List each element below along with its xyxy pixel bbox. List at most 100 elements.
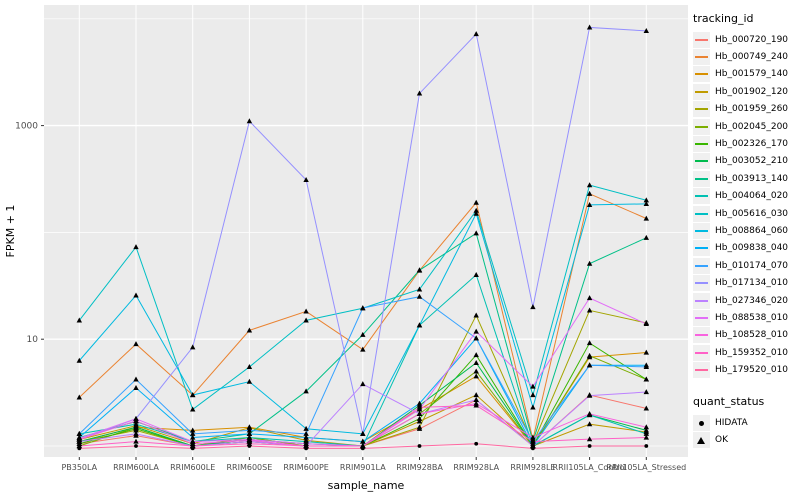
data-point-triangle: [133, 376, 139, 382]
x-tick-label: RRIM600LE: [170, 463, 215, 472]
legend-entry-label: Hb_002326_170: [715, 139, 789, 150]
data-point-triangle: [133, 438, 139, 444]
legend-entry-Hb_003913_140: Hb_003913_140: [693, 170, 799, 187]
legend-entry-label: Hb_108528_010: [715, 330, 789, 341]
legend-key-swatch: [693, 101, 710, 118]
legend-entry-label: Hb_010174_070: [715, 260, 789, 271]
data-point-triangle: [473, 402, 479, 408]
legend-entry-label: Hb_088538_010: [715, 312, 789, 323]
data-point-triangle: [303, 177, 309, 183]
legend-entry-label: Hb_000720_190: [715, 34, 789, 45]
data-point-triangle: [643, 321, 649, 327]
y-tick-label: 1000: [15, 122, 38, 132]
data-point-triangle: [303, 388, 309, 394]
legend-entry-label: Hb_159352_010: [715, 347, 789, 358]
data-point-triangle: [530, 434, 536, 440]
data-point-triangle: [133, 384, 139, 390]
data-point-triangle: [360, 381, 366, 387]
data-point-triangle: [76, 430, 82, 436]
legend-entry-label: Hb_002045_200: [715, 121, 789, 132]
data-point-triangle: [360, 331, 366, 337]
legend-key-swatch: [693, 66, 710, 83]
legend-key-swatch: [693, 153, 710, 170]
data-point-triangle: [586, 436, 593, 442]
legend-entry-label: Hb_009838_040: [715, 243, 789, 254]
data-point-triangle: [643, 200, 649, 206]
data-point-triangle: [303, 434, 309, 440]
legend-status-label: HIDATA: [715, 417, 748, 428]
legend-entry-Hb_009838_040: Hb_009838_040: [693, 240, 799, 257]
x-tick-label: RRIM928LA: [453, 463, 499, 472]
data-point-triangle: [190, 344, 196, 350]
legend-entry-label: Hb_004064_020: [715, 191, 789, 202]
data-point-triangle: [303, 317, 309, 323]
data-point-circle: [360, 446, 365, 451]
x-tick-label: RRIM600LA: [113, 463, 159, 472]
data-point-triangle: [586, 421, 593, 427]
legend-entry-label: Hb_000749_240: [715, 52, 789, 63]
data-point-triangle: [586, 24, 593, 30]
data-point-triangle: [586, 340, 593, 346]
data-point-triangle: [586, 307, 593, 313]
data-point-triangle: [133, 417, 139, 423]
data-point-triangle: [246, 378, 253, 384]
data-point-triangle: [246, 424, 253, 430]
data-point-triangle: [246, 430, 253, 436]
data-point-triangle: [586, 410, 593, 416]
data-point-triangle: [246, 364, 253, 370]
legend-status-list: HIDATA OK: [693, 414, 799, 449]
data-point-triangle: [416, 267, 423, 273]
data-point-triangle: [643, 28, 649, 34]
data-point-triangle: [530, 304, 536, 310]
data-point-triangle: [586, 190, 593, 196]
legend-entry-Hb_001959_260: Hb_001959_260: [693, 101, 799, 118]
x-tick-label: RRII105LA_Stressed: [606, 463, 686, 472]
legend-key-swatch: [693, 170, 710, 187]
data-point-triangle: [643, 424, 649, 430]
data-point-triangle: [246, 440, 253, 446]
data-point-circle: [190, 446, 195, 451]
data-point-triangle: [473, 359, 479, 365]
data-point-triangle: [190, 406, 196, 412]
data-point-triangle: [190, 427, 196, 433]
data-point-triangle: [246, 427, 253, 433]
legend-status-label: OK: [715, 434, 728, 445]
legend: tracking_id Hb_000720_190 Hb_000749_240 Hb…: [693, 12, 799, 449]
data-point-circle: [531, 446, 535, 451]
data-point-triangle: [416, 418, 423, 424]
data-point-triangle: [416, 90, 423, 96]
data-point-triangle: [473, 230, 479, 236]
legend-entry-Hb_088538_010: Hb_088538_010: [693, 309, 799, 326]
legend-entry-Hb_001579_140: Hb_001579_140: [693, 66, 799, 83]
legend-key-swatch: [693, 49, 710, 66]
data-point-triangle: [76, 443, 82, 449]
legend-entry-Hb_000749_240: Hb_000749_240: [693, 48, 799, 66]
x-tick-label: RRIM600PE: [283, 463, 329, 472]
legend-entry-Hb_179520_010: Hb_179520_010: [693, 361, 799, 379]
data-point-triangle: [303, 443, 309, 449]
data-point-triangle: [246, 327, 253, 333]
data-point-triangle: [190, 430, 196, 436]
y-axis-title: FPKM + 1: [4, 205, 17, 258]
legend-entry-Hb_027346_020: Hb_027346_020: [693, 292, 799, 309]
data-point-triangle: [303, 425, 309, 431]
data-point-triangle: [643, 427, 649, 433]
x-tick-label: PB350LA: [61, 463, 97, 472]
legend-entry-Hb_002045_200: Hb_002045_200: [693, 118, 799, 135]
legend-entry-Hb_003052_210: Hb_003052_210: [693, 153, 799, 170]
legend-key-swatch: [693, 31, 710, 48]
data-point-triangle: [133, 421, 139, 427]
data-point-triangle: [416, 415, 423, 421]
data-point-triangle: [246, 437, 253, 443]
legend-entry-Hb_008864_060: Hb_008864_060: [693, 222, 799, 239]
x-tick-label: RRIM928BA: [396, 463, 443, 472]
data-point-triangle: [360, 430, 366, 436]
x-axis-title: sample_name: [328, 479, 405, 492]
legend-key-swatch: [693, 205, 710, 222]
legend-entry-Hb_000720_190: Hb_000720_190: [693, 31, 799, 48]
data-point-triangle: [643, 376, 649, 382]
legend-key-swatch: [693, 222, 710, 239]
data-point-triangle: [416, 424, 423, 430]
data-point-triangle: [416, 410, 423, 416]
